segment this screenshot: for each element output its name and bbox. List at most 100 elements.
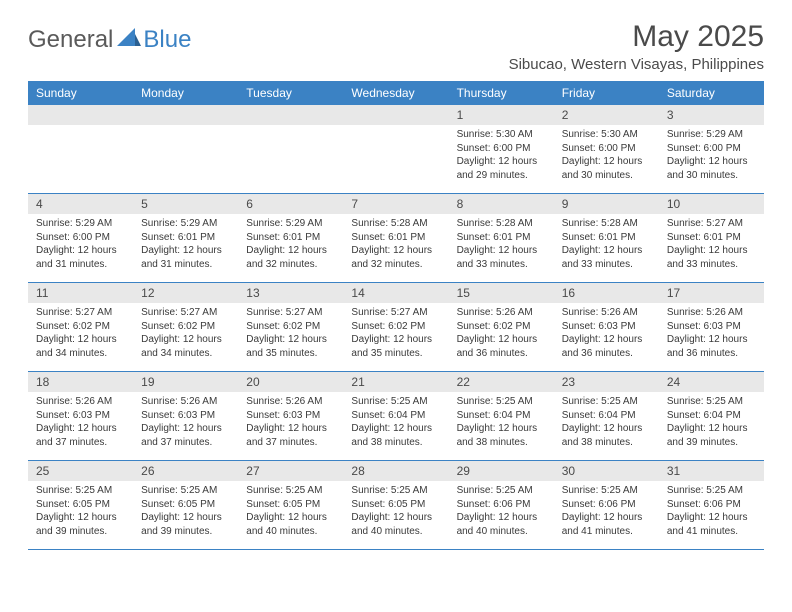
day-cell: 13Sunrise: 5:27 AMSunset: 6:02 PMDayligh… [238,283,343,371]
day-number: 21 [343,372,448,392]
sunrise-text: Sunrise: 5:27 AM [667,217,756,231]
day-number: 30 [554,461,659,481]
daylight-text: Daylight: 12 hours and 39 minutes. [141,511,230,538]
day-number: 3 [659,105,764,125]
week-row: 18Sunrise: 5:26 AMSunset: 6:03 PMDayligh… [28,372,764,461]
sunset-text: Sunset: 6:03 PM [562,320,651,334]
daylight-text: Daylight: 12 hours and 33 minutes. [457,244,546,271]
day-number: 24 [659,372,764,392]
day-number: 7 [343,194,448,214]
sunset-text: Sunset: 6:00 PM [667,142,756,156]
sunset-text: Sunset: 6:05 PM [246,498,335,512]
daylight-text: Daylight: 12 hours and 30 minutes. [667,155,756,182]
day-details [28,125,133,134]
day-cell [28,105,133,193]
daylight-text: Daylight: 12 hours and 35 minutes. [351,333,440,360]
day-cell: 8Sunrise: 5:28 AMSunset: 6:01 PMDaylight… [449,194,554,282]
day-number: 29 [449,461,554,481]
day-cell: 30Sunrise: 5:25 AMSunset: 6:06 PMDayligh… [554,461,659,549]
sunset-text: Sunset: 6:02 PM [141,320,230,334]
sunrise-text: Sunrise: 5:29 AM [667,128,756,142]
day-number: 17 [659,283,764,303]
day-cell: 28Sunrise: 5:25 AMSunset: 6:05 PMDayligh… [343,461,448,549]
sunrise-text: Sunrise: 5:25 AM [246,484,335,498]
sunset-text: Sunset: 6:03 PM [667,320,756,334]
day-number: 5 [133,194,238,214]
day-number: 28 [343,461,448,481]
daylight-text: Daylight: 12 hours and 41 minutes. [562,511,651,538]
day-cell: 3 Sunrise: 5:29 AMSunset: 6:00 PMDaylight… [659,105,764,193]
week-row: 1Sunrise: 5:30 AMSunset: 6:00 PMDaylight… [28,105,764,194]
day-details [343,125,448,134]
logo-text-blue: Blue [143,26,191,54]
daylight-text: Daylight: 12 hours and 34 minutes. [36,333,125,360]
sunset-text: Sunset: 6:00 PM [562,142,651,156]
day-number: 13 [238,283,343,303]
sunrise-text: Sunrise: 5:26 AM [246,395,335,409]
day-number [28,105,133,125]
sunset-text: Sunset: 6:04 PM [667,409,756,423]
day-cell: 16Sunrise: 5:26 AMSunset: 6:03 PMDayligh… [554,283,659,371]
daylight-text: Daylight: 12 hours and 39 minutes. [36,511,125,538]
header: General Blue May 2025 Sibucao, Western V… [28,20,764,73]
daylight-text: Daylight: 12 hours and 40 minutes. [457,511,546,538]
day-cell: 21Sunrise: 5:25 AMSunset: 6:04 PMDayligh… [343,372,448,460]
daylight-text: Daylight: 12 hours and 35 minutes. [246,333,335,360]
day-cell: 18Sunrise: 5:26 AMSunset: 6:03 PMDayligh… [28,372,133,460]
weekday-label: Saturday [659,81,764,105]
day-number: 26 [133,461,238,481]
daylight-text: Daylight: 12 hours and 34 minutes. [141,333,230,360]
day-cell: 5Sunrise: 5:29 AMSunset: 6:01 PMDaylight… [133,194,238,282]
weekday-header-row: Sunday Monday Tuesday Wednesday Thursday… [28,81,764,105]
daylight-text: Daylight: 12 hours and 36 minutes. [562,333,651,360]
weekday-label: Friday [554,81,659,105]
sunset-text: Sunset: 6:01 PM [246,231,335,245]
day-number: 15 [449,283,554,303]
day-number: 23 [554,372,659,392]
day-cell: 14Sunrise: 5:27 AMSunset: 6:02 PMDayligh… [343,283,448,371]
day-details: Sunrise: 5:25 AMSunset: 6:05 PMDaylight:… [28,481,133,544]
day-cell: 26Sunrise: 5:25 AMSunset: 6:05 PMDayligh… [133,461,238,549]
sunset-text: Sunset: 6:02 PM [36,320,125,334]
day-details: Sunrise: 5:29 AMSunset: 6:00 PMDaylight:… [28,214,133,277]
day-details: Sunrise: 5:25 AMSunset: 6:05 PMDaylight:… [133,481,238,544]
sunset-text: Sunset: 6:03 PM [246,409,335,423]
sunset-text: Sunset: 6:04 PM [562,409,651,423]
day-details: Sunrise: 5:25 AMSunset: 6:06 PMDaylight:… [449,481,554,544]
sunset-text: Sunset: 6:02 PM [351,320,440,334]
day-cell: 4Sunrise: 5:29 AMSunset: 6:00 PMDaylight… [28,194,133,282]
sunset-text: Sunset: 6:01 PM [141,231,230,245]
day-details: Sunrise: 5:25 AMSunset: 6:04 PMDaylight:… [554,392,659,455]
weekday-label: Sunday [28,81,133,105]
day-cell: 15Sunrise: 5:26 AMSunset: 6:02 PMDayligh… [449,283,554,371]
day-details: Sunrise: 5:28 AMSunset: 6:01 PMDaylight:… [554,214,659,277]
day-details: Sunrise: 5:25 AMSunset: 6:06 PMDaylight:… [659,481,764,544]
daylight-text: Daylight: 12 hours and 33 minutes. [562,244,651,271]
sunset-text: Sunset: 6:04 PM [351,409,440,423]
sunrise-text: Sunrise: 5:25 AM [457,484,546,498]
day-cell: 27Sunrise: 5:25 AMSunset: 6:05 PMDayligh… [238,461,343,549]
day-number: 4 [28,194,133,214]
day-number [133,105,238,125]
sunrise-text: Sunrise: 5:27 AM [141,306,230,320]
day-number: 20 [238,372,343,392]
sunset-text: Sunset: 6:00 PM [36,231,125,245]
sunset-text: Sunset: 6:06 PM [667,498,756,512]
day-number: 1 [449,105,554,125]
day-cell: 22Sunrise: 5:25 AMSunset: 6:04 PMDayligh… [449,372,554,460]
day-details: Sunrise: 5:26 AMSunset: 6:03 PMDaylight:… [659,303,764,366]
sunrise-text: Sunrise: 5:25 AM [351,395,440,409]
day-cell: 25Sunrise: 5:25 AMSunset: 6:05 PMDayligh… [28,461,133,549]
day-details: Sunrise: 5:26 AMSunset: 6:02 PMDaylight:… [449,303,554,366]
day-cell: 11Sunrise: 5:27 AMSunset: 6:02 PMDayligh… [28,283,133,371]
weekday-label: Tuesday [238,81,343,105]
sunset-text: Sunset: 6:01 PM [562,231,651,245]
day-details: Sunrise: 5:27 AMSunset: 6:02 PMDaylight:… [238,303,343,366]
day-number: 10 [659,194,764,214]
sunset-text: Sunset: 6:00 PM [457,142,546,156]
day-number: 18 [28,372,133,392]
sunrise-text: Sunrise: 5:26 AM [667,306,756,320]
sunrise-text: Sunrise: 5:25 AM [667,395,756,409]
sunset-text: Sunset: 6:06 PM [562,498,651,512]
sunset-text: Sunset: 6:04 PM [457,409,546,423]
